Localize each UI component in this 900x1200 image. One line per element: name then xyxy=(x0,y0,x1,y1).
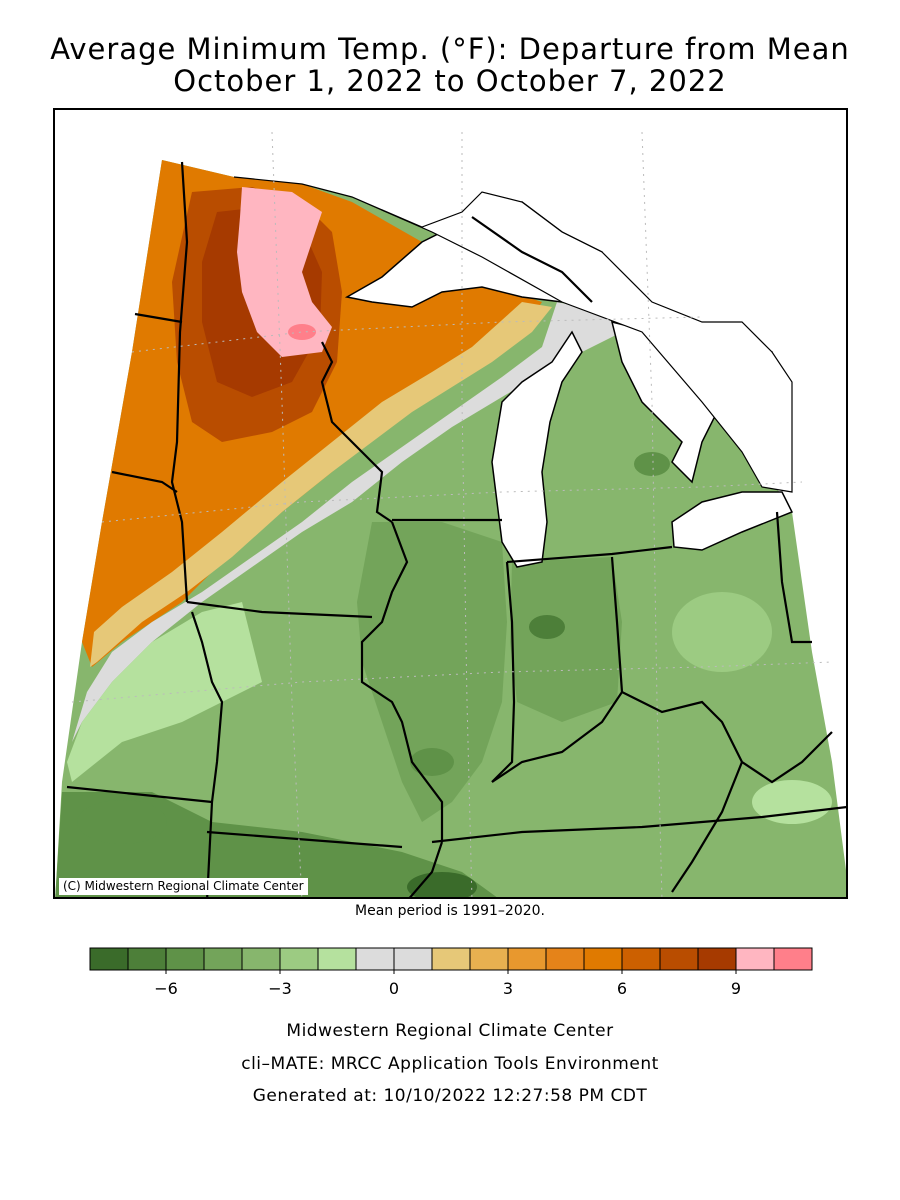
pink-anomaly-spot xyxy=(288,324,316,340)
legend-tick-label: −3 xyxy=(268,979,292,998)
border-mo-tn xyxy=(408,841,444,897)
border-mo-ar xyxy=(206,830,403,849)
footer-tool-name: cli–MATE: MRCC Application Tools Environ… xyxy=(241,1054,659,1074)
light-green-spot-kentucky xyxy=(752,780,832,824)
border-ky-south xyxy=(671,761,744,893)
border-mn-ia xyxy=(186,600,373,619)
graticule xyxy=(71,131,833,897)
legend-swatch xyxy=(279,947,319,971)
legend-swatch xyxy=(317,947,357,971)
dark-green-spot-2 xyxy=(634,452,670,476)
legend-tick-label: 0 xyxy=(389,979,399,998)
dark-green-spot-3 xyxy=(410,748,454,776)
dark-green-spot-4 xyxy=(407,872,477,897)
border-in-oh xyxy=(610,556,624,693)
legend-swatch xyxy=(659,947,699,971)
footer-generated-time: Generated at: 10/10/2022 12:27:58 PM CDT xyxy=(252,1086,648,1106)
legend-swatch xyxy=(735,947,775,971)
map-panel: (C) Midwestern Regional Climate Center xyxy=(53,108,848,899)
legend-tick-label: 6 xyxy=(617,979,627,998)
legend-tick-label: 9 xyxy=(731,979,741,998)
legend-swatch xyxy=(469,947,509,971)
legend-swatch xyxy=(127,947,167,971)
border-sd-ne xyxy=(111,470,178,493)
legend-swatch xyxy=(393,947,433,971)
border-mn-wi xyxy=(320,341,393,523)
pink-anomaly-region xyxy=(237,187,332,357)
lake-erie xyxy=(671,491,794,551)
legend-swatch xyxy=(697,947,737,971)
legend-swatch xyxy=(545,947,585,971)
mean-period-note: Mean period is 1991–2020. xyxy=(355,903,545,919)
map-title-line-2: October 1, 2022 to October 7, 2022 xyxy=(173,64,727,98)
border-ohio-river xyxy=(491,690,833,784)
legend-swatch xyxy=(165,947,205,971)
legend-swatch xyxy=(355,947,395,971)
legend-swatch xyxy=(431,947,471,971)
temperature-departure-map xyxy=(55,131,846,897)
dark-green-region-illinois xyxy=(357,522,507,822)
dark-green-spot-5 xyxy=(77,800,167,844)
dark-green-region-indiana xyxy=(510,557,622,722)
border-ne-ks xyxy=(66,785,213,804)
copyright-notice: (C) Midwestern Regional Climate Center xyxy=(59,878,308,895)
legend-tick-label: −6 xyxy=(154,979,178,998)
legend-swatch xyxy=(241,947,281,971)
light-green-band xyxy=(67,602,262,782)
light-orange-band xyxy=(90,302,552,667)
light-green-spot-ohio xyxy=(672,592,772,672)
border-wi-mi-up xyxy=(471,216,593,303)
state-boundaries xyxy=(66,161,846,897)
legend-swatch xyxy=(583,947,623,971)
border-nd-sd xyxy=(134,312,183,324)
border-mi-in xyxy=(506,545,673,564)
color-scale-legend: −6 −3 0 3 6 9 xyxy=(89,947,813,998)
legend-tick-label: 3 xyxy=(503,979,513,998)
canada-region xyxy=(233,176,793,493)
lake-michigan xyxy=(491,330,583,568)
footer-organization: Midwestern Regional Climate Center xyxy=(286,1021,614,1041)
legend-swatch xyxy=(773,947,813,971)
border-il-in xyxy=(491,561,516,783)
legend-swatch xyxy=(507,947,547,971)
legend-swatch xyxy=(89,947,129,971)
map-title-line-1: Average Minimum Temp. (°F): Departure fr… xyxy=(50,32,850,66)
border-oh-pa xyxy=(775,511,812,644)
border-ky-tn xyxy=(431,806,846,844)
border-nd-mn xyxy=(170,161,189,603)
legend-swatch xyxy=(621,947,661,971)
border-ia-il xyxy=(360,521,444,842)
legend-swatch xyxy=(203,947,243,971)
dark-green-spot-1 xyxy=(529,615,565,639)
